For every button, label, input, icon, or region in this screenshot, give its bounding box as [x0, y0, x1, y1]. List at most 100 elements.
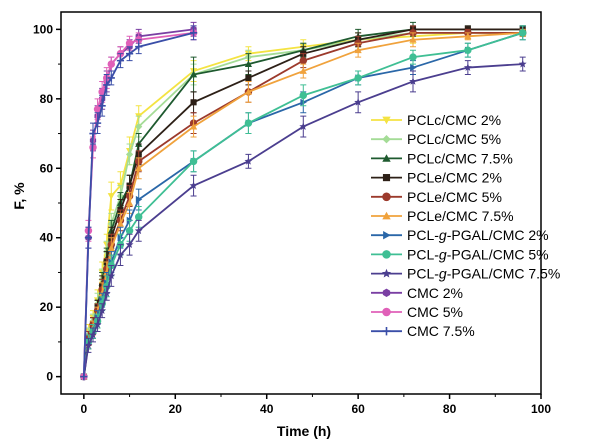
legend: PCLc/CMC 2% PCLc/CMC 5% PCLc/CMC 7.5% PCLe/… — [371, 112, 560, 339]
legend-label-part: PCLe/CMC 7.5% — [407, 208, 514, 224]
legend-label: PCL-g-PGAL/CMC 5% — [407, 246, 549, 262]
legend-marker — [383, 231, 391, 240]
y-tick-label: 0 — [46, 370, 53, 384]
legend-marker — [382, 288, 391, 297]
data-point — [134, 226, 143, 235]
legend-item: PCLc/CMC 7.5% — [371, 150, 513, 166]
data-point — [299, 56, 308, 65]
data-point — [125, 50, 134, 58]
data-point — [463, 63, 472, 71]
data-point — [102, 289, 111, 297]
y-tick-label: 40 — [40, 231, 54, 245]
data-point — [299, 67, 307, 74]
legend-label: PCL-g-PGAL/CMC 2% — [407, 227, 549, 243]
legend-label: PCLe/CMC 7.5% — [407, 208, 514, 224]
data-point — [107, 193, 115, 200]
legend-label-part: -PGAL/CMC 2% — [447, 227, 549, 243]
y-tick-label: 100 — [33, 22, 53, 36]
legend-label-italic: g — [439, 246, 447, 262]
legend-item: PCLc/CMC 2% — [371, 112, 501, 128]
data-point — [244, 119, 253, 127]
legend-item: CMC 5% — [371, 304, 463, 320]
x-tick-label: 0 — [81, 402, 88, 416]
data-point — [354, 98, 363, 106]
data-point — [409, 77, 417, 85]
y-tick-label: 60 — [40, 161, 54, 175]
x-axis-title: Time (h) — [277, 423, 331, 439]
legend-label: PCLc/CMC 7.5% — [407, 150, 513, 166]
data-point — [189, 29, 198, 37]
legend-label-part: CMC 5% — [407, 304, 463, 320]
legend-label-part: PCL- — [407, 227, 439, 243]
legend-label-italic: g — [439, 227, 447, 243]
data-point — [84, 234, 93, 242]
legend-label: CMC 2% — [407, 285, 463, 301]
data-point — [134, 213, 143, 221]
legend-label-part: -PGAL/CMC 7.5% — [447, 266, 561, 282]
legend-item: PCL-g-PGAL/CMC 2% — [371, 227, 549, 243]
legend-item: PCLe/CMC 2% — [371, 170, 502, 186]
legend-label: PCLc/CMC 5% — [407, 131, 501, 147]
legend-label-part: -PGAL/CMC 5% — [447, 246, 549, 262]
legend-marker — [382, 211, 391, 220]
legend-item: CMC 7.5% — [371, 323, 475, 339]
x-tick-label: 60 — [351, 402, 365, 416]
data-point — [125, 150, 134, 158]
legend-label-part: PCLc/CMC 5% — [407, 131, 501, 147]
data-point — [189, 70, 198, 78]
data-point — [244, 60, 253, 67]
data-point — [518, 29, 527, 37]
data-point — [190, 99, 197, 106]
legend-label-part: PCLc/CMC 7.5% — [407, 150, 513, 166]
data-point — [299, 91, 308, 100]
legend-marker — [382, 174, 391, 182]
data-point — [93, 119, 102, 127]
data-point — [135, 123, 143, 131]
data-point — [107, 271, 116, 280]
data-point — [125, 227, 134, 235]
legend-label-part: CMC 7.5% — [407, 323, 475, 339]
legend-label-part: PCLe/CMC 2% — [407, 170, 502, 186]
legend-marker — [382, 250, 391, 259]
data-point — [135, 43, 143, 51]
data-point — [354, 46, 362, 54]
legend-item: PCLe/CMC 5% — [371, 189, 502, 205]
data-point — [244, 157, 253, 165]
legend-label-italic: g — [439, 266, 447, 282]
series-12 — [80, 25, 198, 381]
legend-label: PCLc/CMC 2% — [407, 112, 501, 128]
data-series — [79, 21, 527, 381]
data-point — [245, 74, 252, 82]
legend-marker — [382, 192, 391, 202]
data-point — [518, 59, 527, 68]
legend-marker — [382, 135, 391, 144]
legend-marker — [382, 154, 391, 162]
data-point — [116, 220, 125, 227]
x-tick-label: 20 — [169, 402, 183, 416]
data-point — [116, 57, 125, 65]
data-point — [244, 88, 253, 95]
legend-item: PCLc/CMC 5% — [371, 131, 501, 147]
legend-label: PCLe/CMC 2% — [407, 170, 502, 186]
y-tick-label: 20 — [40, 300, 54, 314]
data-point — [125, 240, 134, 249]
x-tick-label: 100 — [531, 402, 551, 416]
legend-marker — [381, 268, 392, 278]
data-point — [410, 63, 417, 72]
axes: 0 20 40 60 80 100 0 20 40 60 80 100 — [33, 11, 551, 416]
data-point — [107, 244, 115, 252]
x-tick-label: 40 — [260, 402, 274, 416]
y-axis-title: F, % — [11, 182, 27, 210]
data-point — [107, 74, 115, 82]
data-point — [116, 250, 125, 259]
legend-marker — [382, 116, 391, 125]
data-point — [84, 341, 93, 349]
legend-marker — [382, 327, 391, 336]
legend-label: CMC 7.5% — [407, 323, 475, 339]
data-point — [189, 123, 198, 130]
x-tick-label: 80 — [443, 402, 457, 416]
data-point — [299, 122, 308, 130]
legend-label-part: CMC 2% — [407, 285, 463, 301]
legend-item: PCLe/CMC 7.5% — [371, 208, 514, 224]
